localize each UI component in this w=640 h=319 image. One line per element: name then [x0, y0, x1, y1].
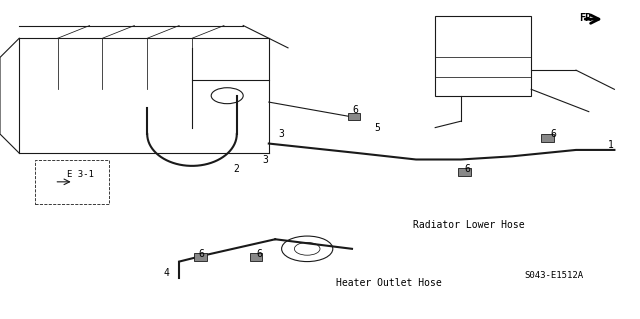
Text: 6: 6 [464, 164, 470, 174]
Text: 6: 6 [352, 105, 358, 115]
Polygon shape [194, 253, 207, 261]
Text: 1: 1 [608, 140, 614, 150]
Text: S043-E1512A: S043-E1512A [525, 271, 584, 279]
Text: E 3-1: E 3-1 [67, 170, 94, 179]
Text: FR.: FR. [579, 13, 598, 23]
Text: 6: 6 [198, 249, 204, 259]
Text: 6: 6 [256, 249, 262, 259]
Polygon shape [458, 168, 471, 176]
Text: 4: 4 [163, 268, 169, 278]
Text: Radiator Lower Hose: Radiator Lower Hose [413, 220, 524, 230]
Text: 5: 5 [374, 123, 380, 133]
Text: 3: 3 [278, 129, 284, 139]
Text: 2: 2 [234, 164, 239, 174]
Text: 3: 3 [262, 155, 268, 165]
Text: 6: 6 [550, 129, 556, 139]
Polygon shape [348, 113, 360, 120]
Polygon shape [250, 253, 262, 261]
Text: Heater Outlet Hose: Heater Outlet Hose [336, 278, 442, 287]
Polygon shape [541, 134, 554, 142]
